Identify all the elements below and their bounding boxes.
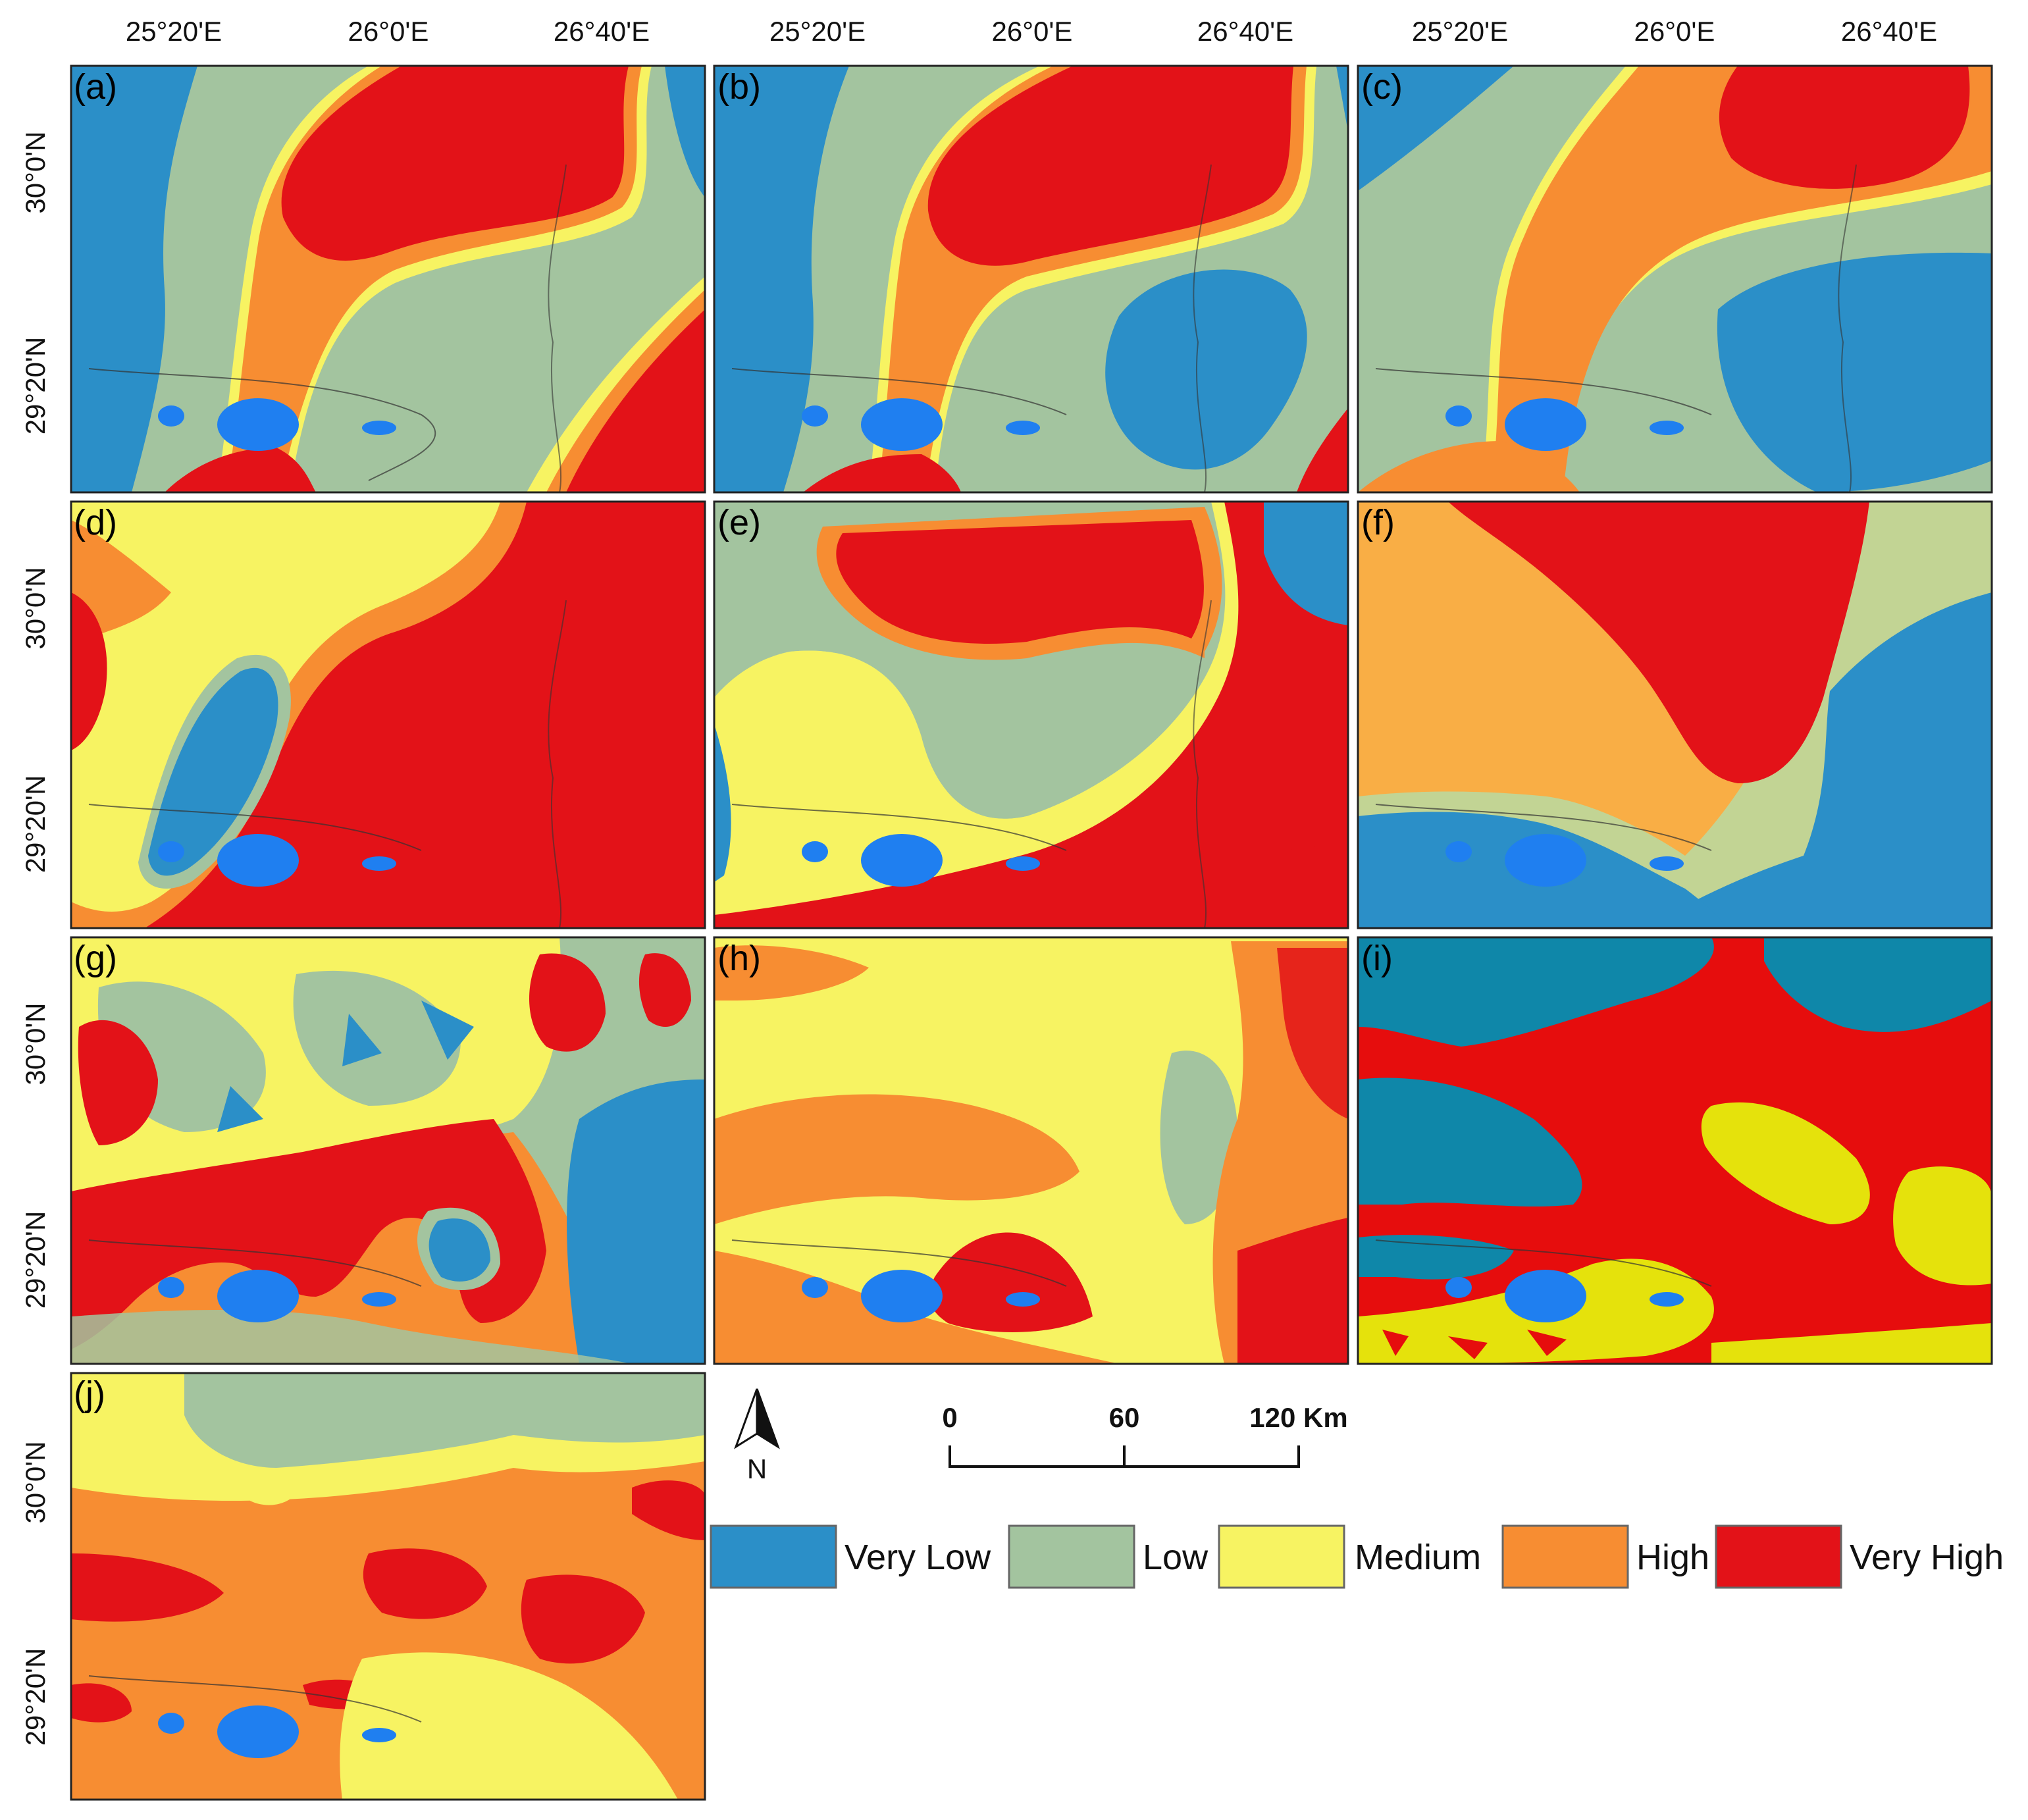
scale-label: 60 xyxy=(1109,1402,1140,1433)
map-panel-e xyxy=(714,502,1348,928)
scale-label: 0 xyxy=(942,1402,957,1433)
map-panel-h xyxy=(714,937,1348,1364)
border-line xyxy=(548,164,567,492)
lat-label: 29°20'N xyxy=(20,337,51,435)
panel-label: (a) xyxy=(74,67,117,107)
scale-label: 120 Km xyxy=(1249,1402,1347,1433)
zone-very-low xyxy=(71,66,197,492)
map-panel-a xyxy=(71,66,705,492)
map-panel-j xyxy=(71,1373,705,1800)
map-panel-c xyxy=(1358,66,1992,492)
legend-swatch-medium xyxy=(1218,1524,1345,1589)
north-arrow-icon xyxy=(734,1388,758,1449)
lon-label: 26°0'E xyxy=(348,16,429,47)
panel-label: (i) xyxy=(1361,939,1393,978)
map-panel-i xyxy=(1358,937,1992,1364)
panel-label: (e) xyxy=(717,503,761,542)
lat-label: 30°0'N xyxy=(20,1441,51,1523)
lon-label: 26°0'E xyxy=(992,16,1073,47)
zone-very-low xyxy=(665,66,705,197)
map-panel-d xyxy=(71,502,705,928)
legend-label: High xyxy=(1636,1538,1709,1577)
lake xyxy=(217,398,299,451)
legend-swatch-very-high xyxy=(1715,1524,1842,1589)
zone-very-high xyxy=(281,66,629,261)
panel-label: (f) xyxy=(1361,503,1395,542)
legend-label: Very High xyxy=(1850,1538,2004,1577)
legend-label: Low xyxy=(1143,1538,1209,1577)
lake xyxy=(362,421,396,435)
top-axis-labels: 25°20'E 26°0'E 26°40'E 25°20'E 26°0'E 26… xyxy=(126,16,1937,47)
coastline xyxy=(88,368,436,481)
lon-label: 25°20'E xyxy=(1412,16,1508,47)
panel-label: (d) xyxy=(74,503,117,542)
lon-label: 26°40'E xyxy=(1197,16,1293,47)
north-label: N xyxy=(747,1453,767,1484)
lat-label: 29°20'N xyxy=(20,775,51,873)
lat-label: 29°20'N xyxy=(20,1648,51,1746)
legend: Very Low Low Medium High Very High xyxy=(710,1524,2004,1589)
lake xyxy=(158,405,184,427)
legend-label: Very Low xyxy=(845,1538,991,1577)
scale-bar: 0 60 120 Km xyxy=(942,1402,1348,1468)
lat-label: 30°0'N xyxy=(20,567,51,649)
lat-label: 29°20'N xyxy=(20,1211,51,1309)
map-panel-f xyxy=(1358,502,1992,928)
lon-label: 25°20'E xyxy=(769,16,866,47)
lon-label: 26°0'E xyxy=(1634,16,1715,47)
panel-label: (b) xyxy=(717,67,761,107)
zone-very-high xyxy=(165,448,316,492)
legend-swatch-high xyxy=(1501,1524,1629,1589)
panel-label: (g) xyxy=(74,939,117,978)
lat-label: 30°0'N xyxy=(20,1002,51,1085)
legend-label: Medium xyxy=(1355,1538,1481,1577)
lon-label: 25°20'E xyxy=(126,16,222,47)
map-panel-g xyxy=(71,937,705,1364)
legend-swatch-low xyxy=(1008,1524,1135,1589)
zone-very-high xyxy=(566,309,705,492)
panel-label: (j) xyxy=(74,1374,105,1414)
legend-swatch-very-low xyxy=(710,1524,837,1589)
panel-label: (c) xyxy=(1361,67,1403,107)
left-axis-labels: 30°0'N 29°20'N 30°0'N 29°20'N 30°0'N 29°… xyxy=(20,131,51,1746)
panel-label: (h) xyxy=(717,939,761,978)
map-panel-b xyxy=(714,66,1348,492)
lon-label: 26°40'E xyxy=(1841,16,1937,47)
north-arrow: N xyxy=(734,1388,780,1484)
lat-label: 30°0'N xyxy=(20,131,51,213)
lon-label: 26°40'E xyxy=(554,16,650,47)
